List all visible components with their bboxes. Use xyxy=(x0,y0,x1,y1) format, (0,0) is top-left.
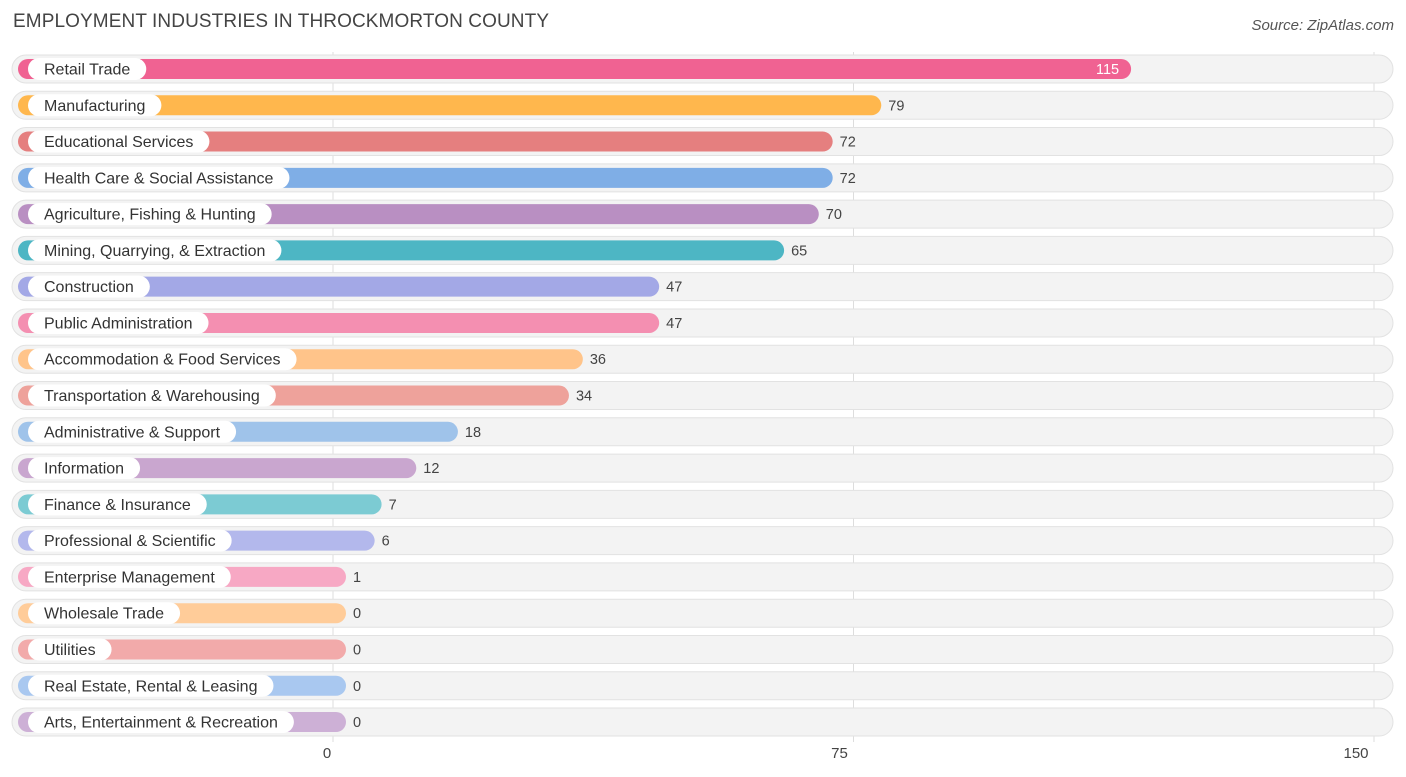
value-label: 47 xyxy=(666,280,682,296)
value-label: 6 xyxy=(382,534,390,550)
value-label: 72 xyxy=(840,171,856,187)
bar-row: Arts, Entertainment & Recreation 0 xyxy=(11,707,1394,737)
bar xyxy=(18,59,1132,79)
category-label: Construction xyxy=(44,279,134,296)
row-background xyxy=(11,634,1394,664)
category-label-pill xyxy=(28,529,232,552)
bar-row: Accommodation & Food Services 36 xyxy=(11,344,1394,374)
category-label-pill xyxy=(28,384,276,407)
category-label: Accommodation & Food Services xyxy=(44,352,281,369)
value-label: 65 xyxy=(791,243,807,259)
category-label: Wholesale Trade xyxy=(44,606,164,623)
bar-row: Transportation & Warehousing 34 xyxy=(11,381,1394,411)
row-background xyxy=(11,598,1394,628)
category-label-pill xyxy=(28,275,150,298)
category-label-pill xyxy=(28,674,274,697)
bar-row: Manufacturing 79 xyxy=(11,90,1394,120)
category-label: Arts, Entertainment & Recreation xyxy=(44,715,278,732)
category-label-pill xyxy=(28,94,162,117)
bar-row: Utilities 0 xyxy=(11,634,1394,664)
value-label: 115 xyxy=(1096,62,1119,78)
x-tick-label-0: 0 xyxy=(323,745,331,762)
category-label: Public Administration xyxy=(44,315,193,332)
bar-row: Retail Trade 115 xyxy=(11,54,1394,84)
bar xyxy=(18,95,882,116)
bar-row: Administrative & Support 18 xyxy=(11,417,1394,447)
category-label-pill xyxy=(28,493,207,516)
bar xyxy=(18,276,660,297)
category-label: Health Care & Social Assistance xyxy=(44,170,274,187)
bar-row: Finance & Insurance 7 xyxy=(11,489,1394,519)
category-label: Retail Trade xyxy=(44,62,130,79)
category-label-pill xyxy=(28,420,237,443)
bar-row: Wholesale Trade 0 xyxy=(11,598,1394,628)
category-label-pill xyxy=(28,602,181,625)
x-tick-label-75: 75 xyxy=(831,745,848,762)
category-label-pill xyxy=(28,348,297,371)
bar-row: Agriculture, Fishing & Hunting 70 xyxy=(11,199,1394,229)
bar-row: Mining, Quarrying, & Extraction 65 xyxy=(11,235,1394,265)
category-label-pill xyxy=(28,565,231,588)
category-label: Educational Services xyxy=(44,134,193,151)
category-label-pill xyxy=(28,638,112,661)
category-label-pill xyxy=(28,58,147,80)
category-label: Mining, Quarrying, & Extraction xyxy=(44,243,265,260)
bar-row: Information 12 xyxy=(11,453,1394,483)
bar-row: Health Care & Social Assistance 72 xyxy=(11,163,1394,193)
bar-row: Public Administration 47 xyxy=(11,308,1394,338)
value-label: 18 xyxy=(465,425,481,441)
bar-rows: Retail Trade 115 Manufacturing 79 Educationa… xyxy=(11,54,1394,737)
bar-row: Construction 47 xyxy=(11,272,1394,302)
bar-row: Professional & Scientific 6 xyxy=(11,526,1394,556)
bar xyxy=(18,131,833,152)
category-label-pill xyxy=(28,311,209,334)
category-label-pill xyxy=(28,130,210,153)
value-label: 0 xyxy=(353,642,361,658)
category-label: Finance & Insurance xyxy=(44,497,191,514)
bar-row: Educational Services 72 xyxy=(11,127,1394,157)
category-label-pill xyxy=(28,203,272,226)
bar-row: Real Estate, Rental & Leasing 0 xyxy=(11,671,1394,701)
source-label: Source: ZipAtlas.com xyxy=(1251,17,1394,34)
value-label: 12 xyxy=(423,461,439,477)
value-label: 0 xyxy=(353,606,361,622)
value-label: 0 xyxy=(353,715,361,731)
category-label: Information xyxy=(44,461,124,478)
category-label-pill xyxy=(28,239,282,262)
category-label: Manufacturing xyxy=(44,98,145,115)
category-label: Transportation & Warehousing xyxy=(44,388,260,405)
category-label-pill xyxy=(28,457,141,480)
value-label: 1 xyxy=(353,570,361,586)
category-label: Administrative & Support xyxy=(44,424,221,441)
category-label-pill xyxy=(28,711,294,734)
value-label: 72 xyxy=(840,135,856,151)
category-label-pill xyxy=(28,166,290,189)
category-label: Real Estate, Rental & Leasing xyxy=(44,678,257,695)
category-label: Professional & Scientific xyxy=(44,533,216,550)
category-label: Enterprise Management xyxy=(44,569,215,586)
x-tick-label-150: 150 xyxy=(1343,745,1368,762)
bar-row: Enterprise Management 1 xyxy=(11,562,1394,592)
value-label: 34 xyxy=(576,389,592,405)
category-label: Utilities xyxy=(44,642,96,659)
row-background xyxy=(11,671,1394,701)
category-label: Agriculture, Fishing & Hunting xyxy=(44,207,256,224)
chart-title: EMPLOYMENT INDUSTRIES IN THROCKMORTON CO… xyxy=(13,11,550,32)
value-label: 0 xyxy=(353,679,361,695)
value-label: 7 xyxy=(389,497,397,513)
value-label: 47 xyxy=(666,316,682,332)
x-axis-ticks: 0 75 150 xyxy=(323,745,1369,762)
value-label: 79 xyxy=(888,98,904,114)
value-label: 36 xyxy=(590,352,606,368)
value-label: 70 xyxy=(826,207,842,223)
row-background xyxy=(11,562,1394,592)
row-background xyxy=(11,707,1394,737)
